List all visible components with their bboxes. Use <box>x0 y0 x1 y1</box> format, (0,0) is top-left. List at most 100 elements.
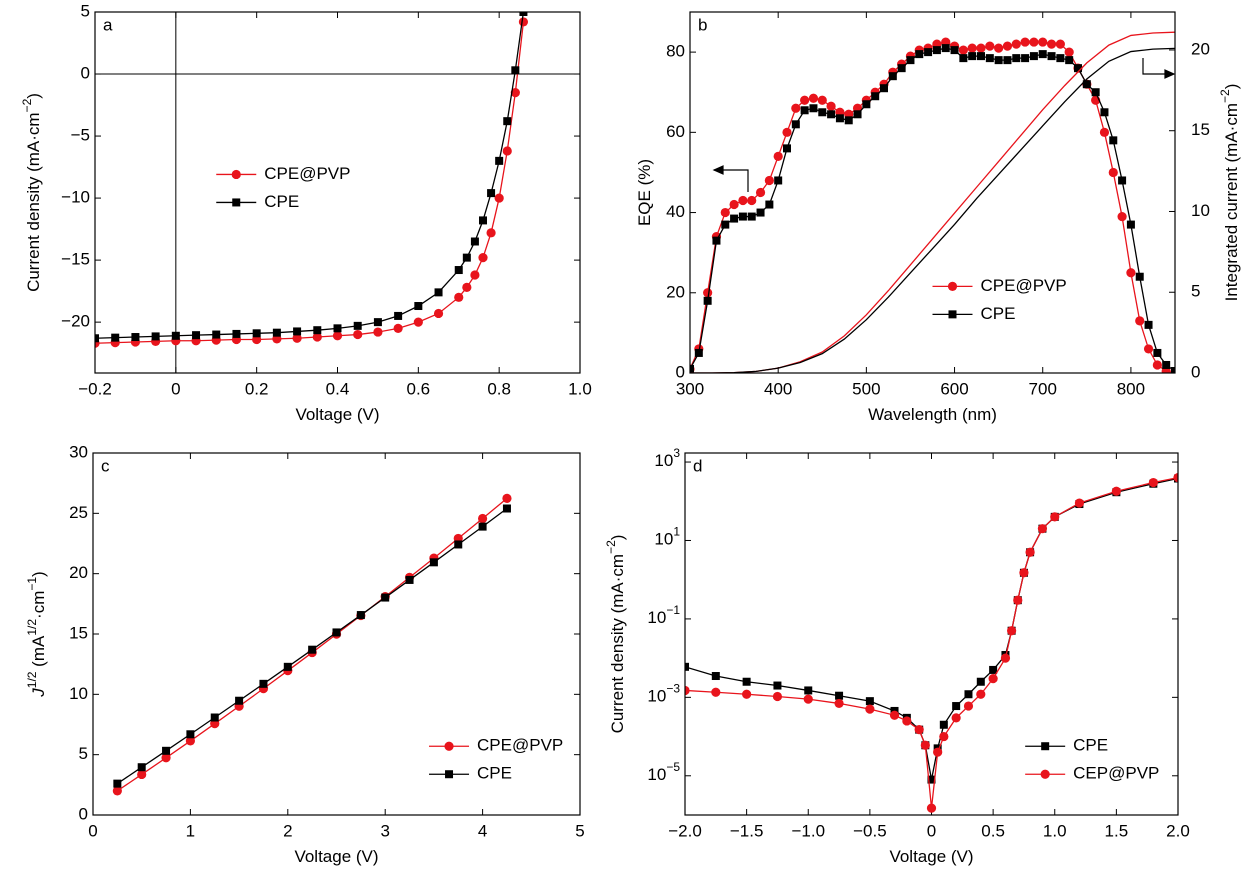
tick-base: 10 <box>647 608 666 627</box>
tick-exponent: 1 <box>673 525 680 539</box>
legend-label: CPE@PVP <box>264 164 350 183</box>
point <box>773 681 782 690</box>
point <box>353 329 363 340</box>
point <box>694 348 703 357</box>
legend-marker <box>948 310 957 319</box>
point <box>1074 498 1084 508</box>
point <box>738 195 748 206</box>
point <box>880 84 888 93</box>
y-tick-label: 10−1 <box>647 603 680 627</box>
label-part: Current density (mA·cm <box>608 554 627 733</box>
x-tick-label: 1 <box>186 821 195 840</box>
point <box>518 17 529 27</box>
arrowhead <box>1164 69 1176 79</box>
point <box>486 228 496 238</box>
point <box>800 95 810 105</box>
point <box>333 324 342 333</box>
x-tick-label: 1.0 <box>1043 821 1067 840</box>
point <box>332 628 341 637</box>
x-tick-label: 0.6 <box>407 379 431 398</box>
point <box>1020 37 1030 47</box>
point <box>210 713 219 722</box>
point <box>1038 37 1048 47</box>
point <box>865 704 875 714</box>
x-tick-label: 700 <box>1029 379 1057 398</box>
point <box>730 214 739 223</box>
point <box>470 270 480 280</box>
panel-label: a <box>103 15 113 34</box>
x-tick-label: 1.5 <box>1105 821 1129 840</box>
point <box>462 253 471 262</box>
x-tick-label: 800 <box>1117 379 1145 398</box>
point <box>151 332 160 341</box>
y-tick-label: −5 <box>71 126 90 145</box>
point <box>963 701 974 711</box>
point <box>293 327 302 336</box>
point <box>906 56 915 65</box>
point <box>1002 41 1013 51</box>
y2-tick-label: 5 <box>1191 282 1200 301</box>
label-part: ) <box>29 571 48 577</box>
point <box>454 292 464 302</box>
point <box>826 101 836 111</box>
point <box>818 108 827 117</box>
point <box>685 662 689 671</box>
point <box>994 43 1004 53</box>
point <box>871 92 880 101</box>
point <box>272 328 281 337</box>
x-tick-label: 2 <box>283 821 292 840</box>
point <box>308 645 317 654</box>
point <box>511 66 520 75</box>
point <box>764 175 774 186</box>
point <box>959 54 968 63</box>
series-line <box>690 31 1175 373</box>
point <box>1021 54 1030 63</box>
point <box>720 207 730 218</box>
point <box>373 327 383 337</box>
point <box>433 308 444 319</box>
tick-base: 10 <box>654 530 673 549</box>
point <box>478 522 487 531</box>
point <box>235 696 244 705</box>
point <box>1047 52 1056 61</box>
y-tick-label: 25 <box>69 503 88 522</box>
plot-frame <box>94 11 581 374</box>
point <box>212 330 221 339</box>
point <box>1011 39 1021 49</box>
point <box>1117 211 1127 222</box>
y-tick-label: 101 <box>654 525 680 549</box>
point <box>494 193 504 203</box>
point <box>112 786 122 796</box>
point <box>1000 653 1011 663</box>
point <box>915 50 924 59</box>
point <box>1064 47 1074 57</box>
y-tick-label: 15 <box>69 623 88 642</box>
point <box>988 674 998 684</box>
legend-label: CPE <box>264 192 299 211</box>
point <box>1038 50 1047 59</box>
point <box>1007 626 1017 636</box>
point <box>774 176 783 185</box>
point <box>381 593 390 602</box>
point <box>897 64 906 73</box>
y2-tick-label: 10 <box>1191 201 1210 220</box>
point <box>332 331 343 341</box>
point <box>162 746 171 755</box>
point <box>853 110 862 119</box>
point <box>1029 52 1038 61</box>
y2-tick-label: 15 <box>1191 120 1210 139</box>
label-part: Voltage (V) <box>294 847 378 866</box>
point <box>967 43 977 53</box>
point <box>747 212 756 221</box>
point <box>985 41 995 51</box>
point <box>932 46 941 55</box>
series-line <box>690 41 1175 373</box>
point <box>1055 39 1065 49</box>
point <box>782 127 792 137</box>
point <box>835 691 844 700</box>
point <box>161 753 171 763</box>
label-part: Wavelength (nm) <box>868 405 997 424</box>
point <box>994 56 1003 65</box>
point <box>888 72 897 81</box>
plot <box>690 31 1175 373</box>
